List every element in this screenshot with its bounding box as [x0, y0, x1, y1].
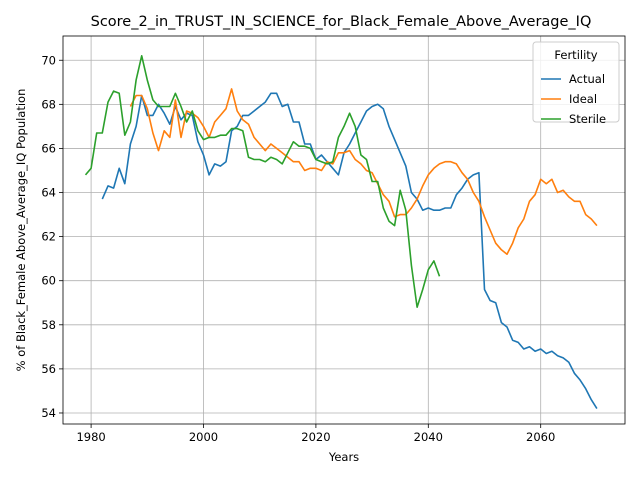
series-line-ideal [129, 88, 598, 255]
y-tick-label: 60 [41, 274, 56, 288]
y-tick-label: 54 [41, 406, 56, 420]
x-tick-label: 2040 [414, 430, 443, 444]
y-tick-label: 70 [41, 53, 56, 67]
plot-frame [62, 35, 626, 425]
grid [63, 36, 625, 424]
x-tick-label: 2020 [301, 430, 330, 444]
chart-title: Score_2_in_TRUST_IN_SCIENCE_for_Black_Fe… [91, 14, 592, 30]
legend-label-actual: Actual [569, 72, 605, 86]
x-tick-label: 2000 [189, 430, 218, 444]
y-tick-label: 64 [41, 186, 56, 200]
y-axis-label: % of Black_Female Above_Average_IQ Popul… [14, 89, 28, 372]
y-tick-label: 62 [41, 230, 56, 244]
y-tick-label: 58 [41, 318, 56, 332]
y-axis: 54 56 58 60 62 64 66 68 70 [41, 53, 63, 420]
legend: Fertility Actual Ideal Sterile [532, 41, 620, 126]
x-axis-label: Years [328, 450, 359, 464]
legend-title: Fertility [554, 48, 597, 62]
series-layer [84, 54, 598, 410]
series-line-sterile [84, 54, 441, 309]
x-tick-label: 2060 [526, 430, 555, 444]
legend-label-sterile: Sterile [569, 112, 606, 126]
legend-box [532, 41, 620, 123]
y-tick-label: 68 [41, 97, 56, 111]
legend-label-ideal: Ideal [569, 92, 597, 106]
x-tick-label: 1980 [76, 430, 105, 444]
x-axis: 1980 2000 2020 2040 2060 [76, 424, 555, 444]
y-tick-label: 56 [41, 362, 56, 376]
y-tick-label: 66 [41, 141, 56, 155]
